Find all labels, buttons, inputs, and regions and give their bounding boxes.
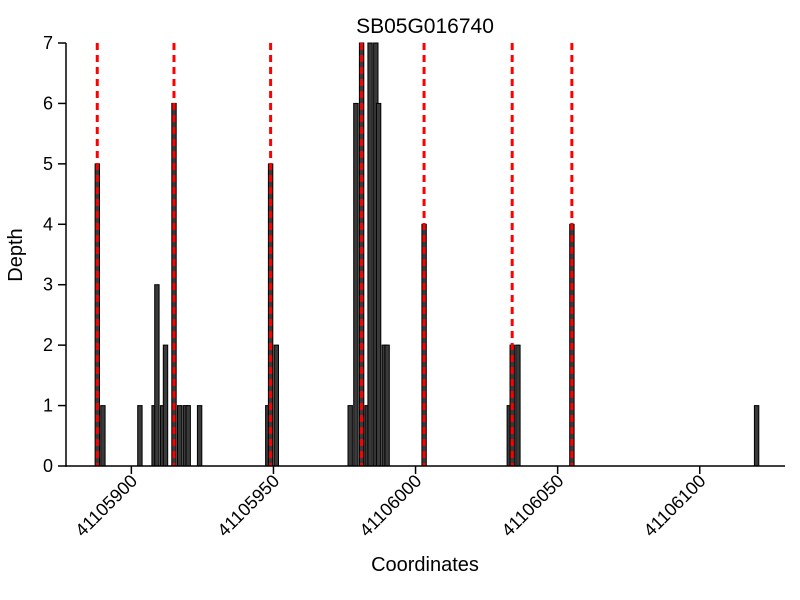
y-axis-label: Depth [5, 228, 27, 281]
y-tick-label: 0 [43, 456, 53, 476]
depth-bar [177, 405, 183, 467]
depth-bar [367, 42, 373, 467]
x-tick-label: 41106050 [498, 471, 568, 541]
depth-bar [154, 284, 160, 467]
marker-lines-top-group [95, 43, 574, 466]
y-tick-label: 4 [43, 214, 53, 234]
x-tick-label: 41105900 [71, 471, 141, 541]
y-tick-label: 7 [43, 33, 53, 53]
y-tick-label: 6 [43, 93, 53, 113]
axes-group [58, 42, 785, 474]
depth-bar [515, 344, 521, 467]
x-tick-label: 41106000 [356, 471, 426, 541]
depth-bar [375, 102, 382, 467]
depth-bar [347, 405, 353, 467]
depth-bar [196, 405, 203, 467]
y-tick-label: 2 [43, 335, 53, 355]
x-tick-label: 41105950 [213, 471, 283, 541]
depth-bar [100, 405, 106, 467]
depth-bar [162, 344, 169, 467]
y-tick-label: 5 [43, 154, 53, 174]
x-tick-label: 41106100 [640, 471, 710, 541]
depth-bar [185, 405, 191, 467]
depth-bar [273, 344, 280, 467]
bars-group [94, 42, 760, 467]
depth-bar [137, 405, 143, 467]
depth-bar [753, 405, 760, 467]
x-axis-label: Coordinates [371, 554, 479, 576]
depth-bar [384, 344, 390, 467]
y-tick-label: 3 [43, 275, 53, 295]
chart-title: SB05G016740 [356, 15, 494, 38]
y-tick-label: 1 [43, 396, 53, 416]
depth-bar [353, 102, 359, 467]
